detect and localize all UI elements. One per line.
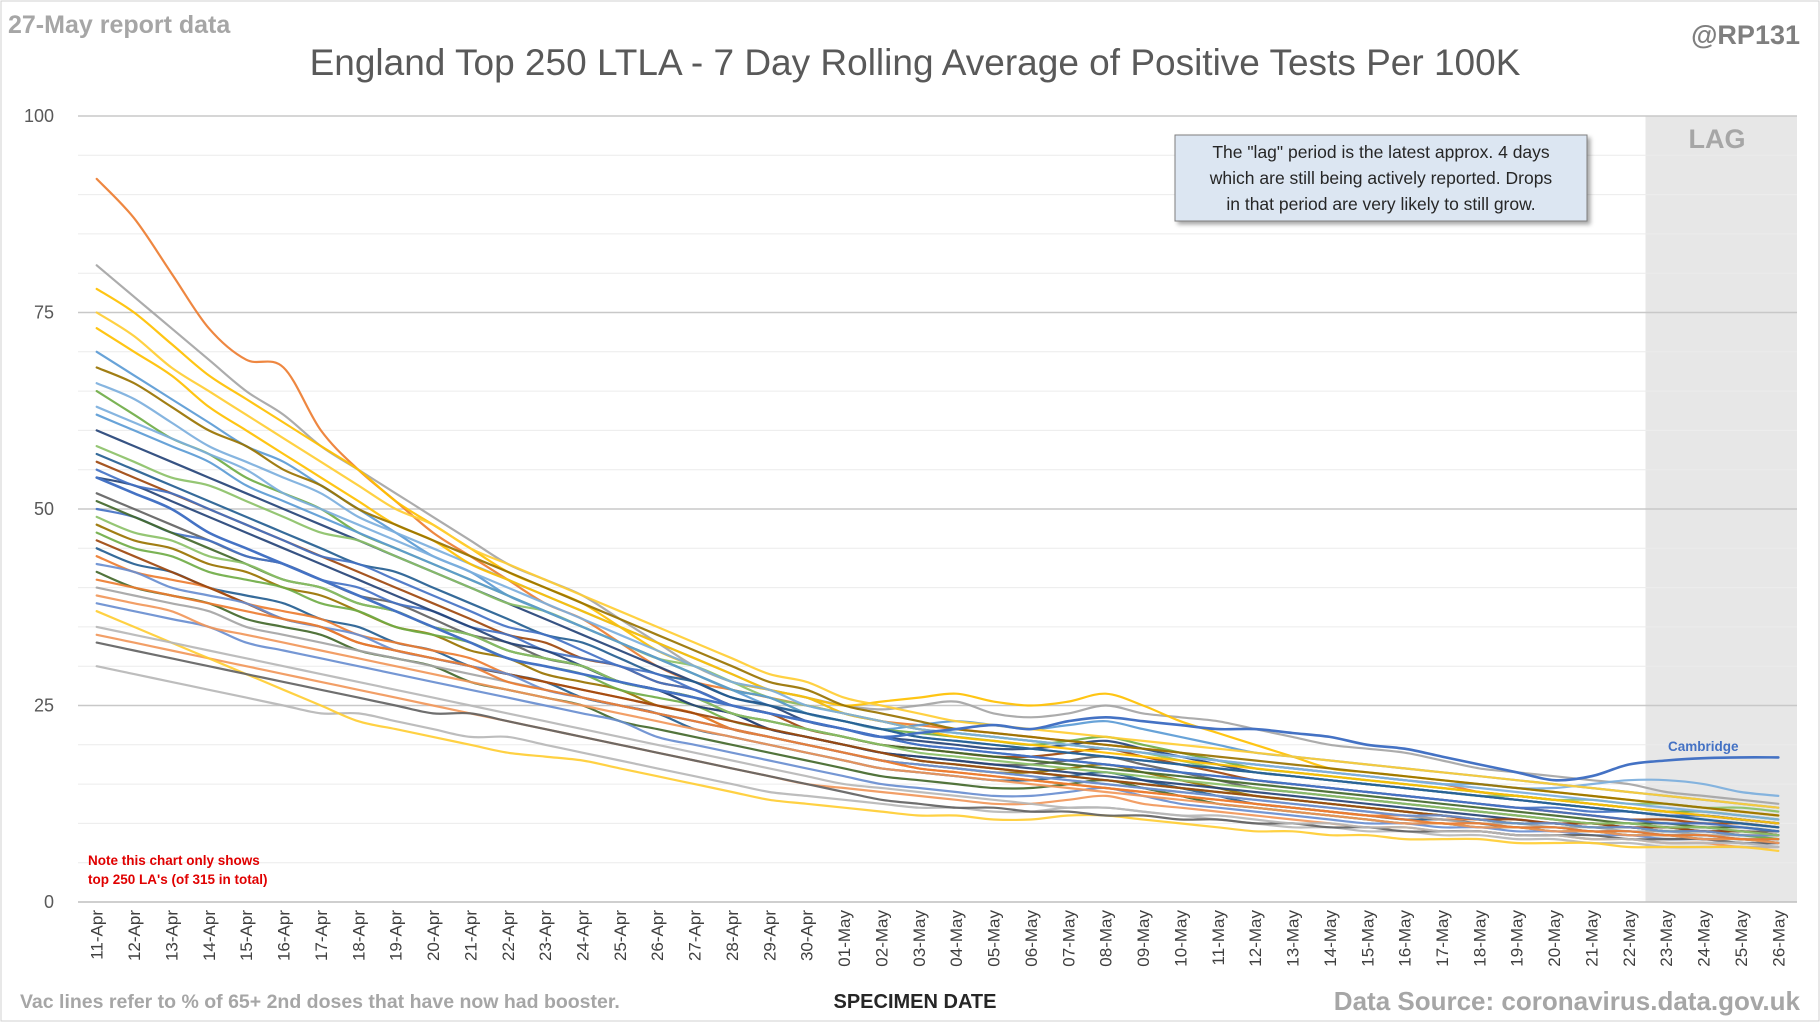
x-tick-label: 29-Apr [760,910,779,961]
data-source: Data Source: coronavirus.data.gov.uk [1334,986,1801,1016]
x-tick-label: 20-May [1545,910,1564,967]
vac-note: Vac lines refer to % of 65+ 2nd doses th… [20,991,620,1013]
x-tick-label: 30-Apr [798,910,817,961]
x-tick-label: 25-Apr [611,910,630,961]
series-layer [95,177,1780,852]
x-tick-label: 16-May [1396,910,1415,967]
x-tick-label: 11-May [1209,910,1228,966]
series-line [95,562,1780,837]
x-tick-label: 19-Apr [387,910,406,961]
x-tick-label: 17-May [1433,910,1452,967]
note-line-1: Note this chart only shows [88,853,260,868]
x-tick-label: 28-Apr [723,910,742,961]
x-tick-label: 20-Apr [424,910,443,961]
series-line [95,452,1780,829]
note-line-2: top 250 LA's (of 315 in total) [88,872,267,887]
x-tick-label: 07-May [1059,910,1078,967]
x-tick-label: 26-Apr [648,910,667,961]
lag-note-line-3: in that period are very likely to still … [1226,194,1535,214]
report-label: 27-May report data [8,11,231,39]
x-tick-label: 24-Apr [573,910,592,961]
x-tick-label: 12-May [1246,910,1265,967]
x-tick-label: 06-May [1022,910,1041,967]
series-line [95,327,1780,825]
x-tick-label: 13-Apr [162,910,181,961]
x-tick-label: 25-May [1732,910,1751,967]
series-line [95,515,1780,837]
x-tick-label: 22-Apr [499,910,518,961]
x-tick-label: 26-May [1769,910,1788,967]
lag-note-box: The "lag" period is the latest approx. 4… [1174,134,1588,222]
x-tick-label: 18-May [1470,910,1489,967]
grid-layer [78,115,1797,903]
x-tick-label: 17-Apr [312,910,331,961]
highlight-series-label: Cambridge [1668,739,1739,754]
x-tick-label: 08-May [1097,910,1116,967]
x-tick-label: 13-May [1284,910,1303,967]
series-line [95,264,1780,805]
x-tick-label: 24-May [1695,910,1714,967]
y-tick-label: 75 [34,303,54,323]
x-tick-label: 02-May [872,910,891,967]
x-tick-label: 11-Apr [88,910,107,960]
x-tick-label: 12-Apr [125,910,144,961]
series-line [95,665,1780,849]
y-tick-label: 50 [34,499,54,519]
series-line [95,468,1780,833]
lag-note-line-2: which are still being actively reported.… [1209,168,1553,188]
series-line [95,311,1780,809]
lag-label: LAG [1689,124,1746,154]
x-tick-label: 23-Apr [536,910,555,961]
y-tick-label: 25 [34,696,54,716]
x-tick-label: 14-Apr [200,910,219,961]
x-tick-label: 04-May [947,910,966,967]
x-tick-label: 01-May [835,910,854,967]
series-line-highlight [95,476,1780,782]
x-tick-labels: 11-Apr 12-Apr 13-Apr 14-Apr 15-Apr 16-Apr 17-A… [88,910,1789,967]
y-tick-label: 100 [24,106,54,126]
series-line [95,578,1780,841]
x-tick-label: 05-May [985,910,1004,967]
x-tick-label: 03-May [910,910,929,967]
chart-title: England Top 250 LTLA - 7 Day Rolling Ave… [310,42,1521,83]
x-tick-label: 27-Apr [686,910,705,961]
x-tick-label: 16-Apr [275,910,294,961]
x-tick-label: 14-May [1321,910,1340,967]
y-tick-labels: 0 25 50 75 100 [24,106,54,912]
author-handle: @RP131 [1691,20,1800,50]
x-tick-label: 18-Apr [349,910,368,961]
highlight-layer [95,476,1780,782]
x-tick-label: 15-May [1358,910,1377,967]
y-tick-label: 0 [44,892,54,912]
x-tick-label: 21-May [1582,910,1601,967]
series-line [95,625,1780,849]
x-tick-label: 19-May [1508,910,1527,967]
series-line [95,602,1780,845]
x-tick-label: 21-Apr [461,910,480,961]
x-tick-label: 23-May [1657,910,1676,967]
series-line [95,594,1780,845]
series-line [95,610,1780,852]
x-tick-label: 10-May [1171,910,1190,967]
x-tick-label: 09-May [1134,910,1153,967]
x-tick-label: 22-May [1620,910,1639,967]
lag-note-line-1: The "lag" period is the latest approx. 4… [1212,142,1550,162]
series-line [95,366,1780,817]
x-axis-title: SPECIMEN DATE [834,991,997,1013]
series-line [95,476,1780,837]
x-tick-label: 15-Apr [237,910,256,961]
